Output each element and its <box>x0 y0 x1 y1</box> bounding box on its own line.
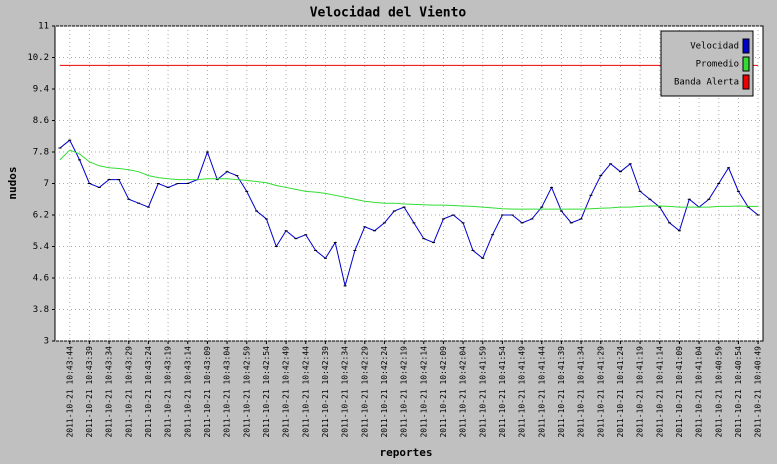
legend-swatch <box>742 74 750 90</box>
x-tick-label: 2011-10-21 10:42:04 <box>459 346 468 438</box>
x-tick-label: 2011-10-21 10:43:29 <box>124 346 133 438</box>
x-tick-label: 2011-10-21 10:43:04 <box>223 346 232 438</box>
x-tick-label: 2011-10-21 10:42:14 <box>419 346 428 438</box>
legend-swatch <box>742 56 750 72</box>
x-tick-label: 2011-10-21 10:41:14 <box>655 346 664 438</box>
x-tick-label: 2011-10-21 10:40:49 <box>754 346 763 438</box>
x-tick-label: 2011-10-21 10:42:39 <box>321 346 330 438</box>
x-tick-label: 2011-10-21 10:40:54 <box>734 346 743 438</box>
x-tick-label: 2011-10-21 10:41:24 <box>616 346 625 438</box>
legend-label: Promedio <box>696 60 739 70</box>
x-tick-label: 2011-10-21 10:43:09 <box>203 346 212 438</box>
x-tick-label: 2011-10-21 10:42:19 <box>400 346 409 438</box>
x-tick-label: 2011-10-21 10:41:09 <box>675 346 684 438</box>
y-tick-label: 11 <box>38 22 49 32</box>
x-tick-label: 2011-10-21 10:41:44 <box>537 346 546 438</box>
x-tick-label: 2011-10-21 10:42:59 <box>242 346 251 438</box>
x-tick-label: 2011-10-21 10:41:54 <box>498 346 507 438</box>
legend-swatch <box>742 38 750 54</box>
plot-area <box>54 25 764 342</box>
x-tick-label: 2011-10-21 10:43:39 <box>85 346 94 438</box>
x-tick-label: 2011-10-21 10:41:34 <box>577 346 586 438</box>
x-axis-label: reportes <box>380 446 433 459</box>
x-tick-label: 2011-10-21 10:41:59 <box>478 346 487 438</box>
x-tick-label: 2011-10-21 10:42:29 <box>360 346 369 438</box>
y-tick-label: 10.2 <box>27 53 49 63</box>
x-tick-label: 2011-10-21 10:42:24 <box>380 346 389 438</box>
y-tick-label: 4.6 <box>33 274 49 284</box>
legend-label: Banda Alerta <box>674 78 739 88</box>
y-tick-label: 5.4 <box>33 242 49 252</box>
series-line <box>59 149 759 210</box>
x-tick-label: 2011-10-21 10:41:19 <box>636 346 645 438</box>
y-tick-label: 6.2 <box>33 211 49 221</box>
legend-box <box>660 30 754 97</box>
x-tick-label: 2011-10-21 10:43:19 <box>164 346 173 438</box>
y-axis-label: nudos <box>6 166 19 199</box>
x-tick-label: 2011-10-21 10:43:14 <box>183 346 192 438</box>
chart-title: Velocidad del Viento <box>310 6 467 21</box>
series-line <box>59 139 759 287</box>
y-tick-label: 9.4 <box>33 85 49 95</box>
y-tick-label: 7 <box>44 179 49 189</box>
x-tick-label: 2011-10-21 10:42:34 <box>341 346 350 438</box>
x-tick-label: 2011-10-21 10:41:39 <box>557 346 566 438</box>
y-tick-label: 3 <box>44 337 49 347</box>
x-tick-label: 2011-10-21 10:43:34 <box>105 346 114 438</box>
x-tick-label: 2011-10-21 10:40:59 <box>714 346 723 438</box>
y-tick-label: 7.8 <box>33 148 49 158</box>
x-tick-label: 2011-10-21 10:41:49 <box>518 346 527 438</box>
y-tick-label: 3.8 <box>33 305 49 315</box>
y-tick-label: 8.6 <box>33 116 49 126</box>
x-tick-label: 2011-10-21 10:43:24 <box>144 346 153 438</box>
x-tick-label: 2011-10-21 10:41:04 <box>695 346 704 438</box>
legend-label: Velocidad <box>690 42 739 52</box>
x-tick-label: 2011-10-21 10:41:29 <box>596 346 605 438</box>
x-tick-label: 2011-10-21 10:42:54 <box>262 346 271 438</box>
x-tick-label: 2011-10-21 10:42:49 <box>282 346 291 438</box>
x-tick-label: 2011-10-21 10:43:44 <box>65 346 74 438</box>
x-tick-label: 2011-10-21 10:42:09 <box>439 346 448 438</box>
x-tick-label: 2011-10-21 10:42:44 <box>301 346 310 438</box>
